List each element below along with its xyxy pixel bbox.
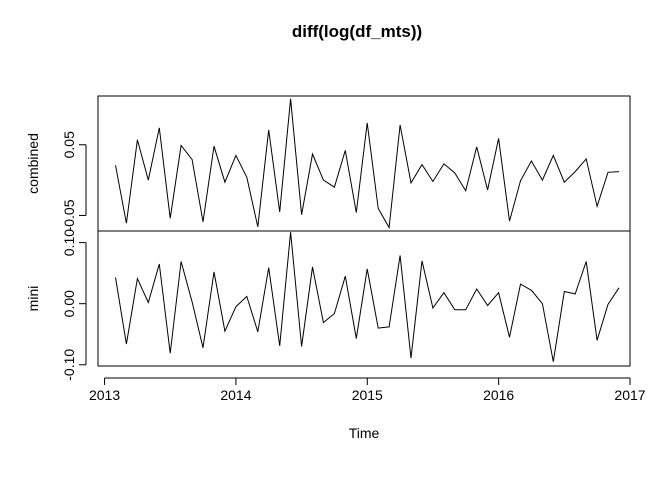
panel-combined: combined -0.05 0.05 [25,95,631,232]
x-tick-label: 2017 [614,387,645,403]
x-tick-label: 2014 [220,387,251,403]
y-axis-title-combined: combined [25,133,41,194]
x-axis: 2013 2014 2015 2016 2017 [89,377,646,403]
x-tick-label: 2013 [89,387,120,403]
panel-mini: mini -0.10 0.00 0.10 [25,229,631,381]
y-axis-mini: -0.10 0.00 0.10 [61,229,87,381]
chart-title: diff(log(df_mts)) [292,22,422,41]
y-tick-label-mini: -0.10 [61,349,77,381]
series-line-mini [115,232,620,362]
series-line-combined [115,98,620,230]
y-tick-label-mini: 0.00 [61,290,77,317]
panel-frame-mini [97,230,631,367]
x-tick-label: 2015 [352,387,383,403]
x-tick-label: 2016 [483,387,514,403]
y-tick-label-combined: -0.05 [61,199,77,231]
y-axis-title-mini: mini [25,286,41,312]
x-axis-title: Time [349,425,380,441]
y-tick-label-mini: 0.10 [61,229,77,256]
y-axis-combined: -0.05 0.05 [61,131,87,231]
y-tick-label-combined: 0.05 [61,131,77,158]
